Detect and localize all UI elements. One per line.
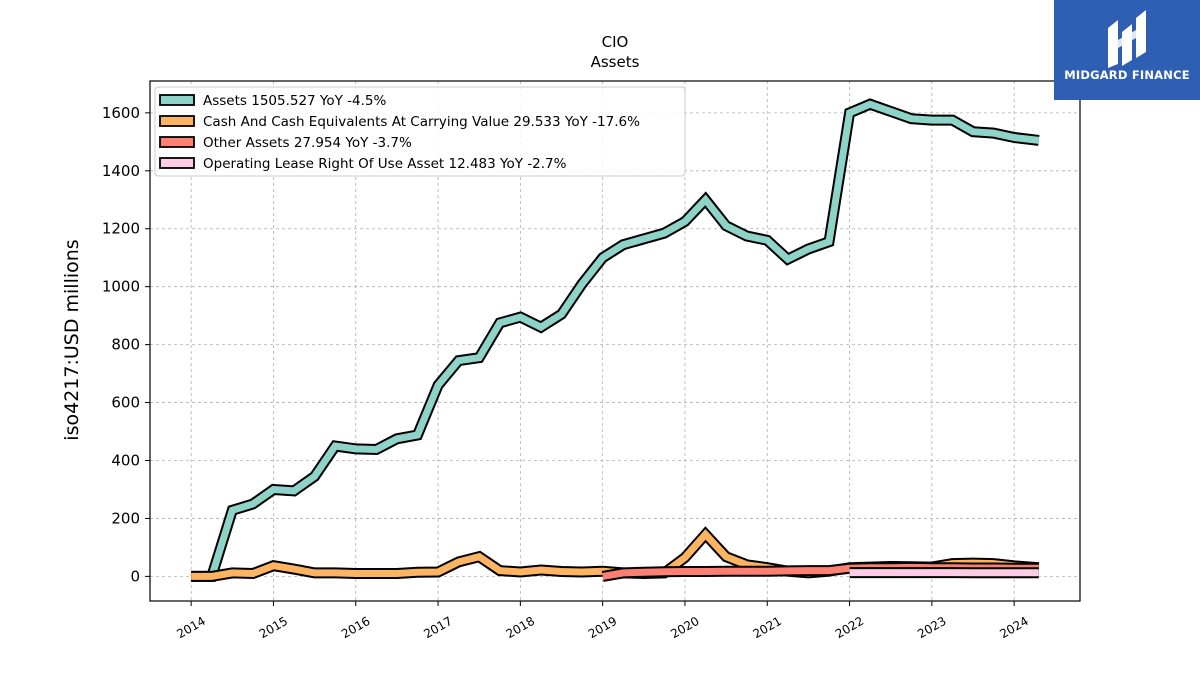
legend-label: Other Assets 27.954 YoY -3.7% <box>203 135 412 151</box>
legend-label: Operating Lease Right Of Use Asset 12.48… <box>203 156 567 172</box>
plot-frame <box>149 80 1081 602</box>
y-tick-label: 800 <box>111 336 140 354</box>
y-tick-label: 400 <box>111 451 140 469</box>
y-tick-label: 600 <box>111 394 140 412</box>
legend-swatch <box>159 115 195 127</box>
y-tick-label: 200 <box>111 509 140 527</box>
logo-text: MIDGARD FINANCE <box>1064 68 1190 82</box>
y-tick-label: 1400 <box>102 162 140 180</box>
legend-swatch <box>159 94 195 106</box>
x-tick-label: 2021 <box>751 614 784 641</box>
legend-label: Assets 1505.527 YoY -4.5% <box>203 93 387 109</box>
legend: Assets 1505.527 YoY -4.5% Cash And Cash E… <box>154 86 686 177</box>
logo-mark-icon <box>1108 10 1146 68</box>
x-tick-label: 2020 <box>668 614 701 641</box>
legend-swatch <box>159 136 195 148</box>
x-tick-label: 2019 <box>586 614 619 641</box>
x-tick-label: 2015 <box>257 614 290 641</box>
x-tick-label: 2016 <box>339 614 372 641</box>
y-tick-label: 1200 <box>102 220 140 238</box>
legend-label: Cash And Cash Equivalents At Carrying Va… <box>203 114 640 130</box>
x-tick-label: 2014 <box>174 614 207 641</box>
series-layer <box>191 98 1040 582</box>
x-tick-label: 2017 <box>421 614 454 641</box>
brand-logo: MIDGARD FINANCE <box>1054 0 1200 100</box>
y-tick-label: 1000 <box>102 278 140 296</box>
y-axis-label: iso4217:USD millions <box>61 239 83 440</box>
x-tick-label: 2023 <box>915 614 948 641</box>
legend-swatch <box>159 157 195 169</box>
series-assets-line <box>191 100 1040 580</box>
legend-box <box>154 86 686 177</box>
chart-subtitle: Assets <box>591 53 640 71</box>
y-tick-label: 1600 <box>102 104 140 122</box>
chart-title: CIO <box>602 33 629 51</box>
x-tick-label: 2024 <box>997 614 1030 641</box>
axes: 0 200 400 600 800 1000 1200 1400 1600 2014 2015 201… <box>102 104 1031 641</box>
x-tick-label: 2022 <box>833 614 866 641</box>
x-tick-label: 2018 <box>504 614 537 641</box>
y-tick-label: 0 <box>130 567 140 585</box>
